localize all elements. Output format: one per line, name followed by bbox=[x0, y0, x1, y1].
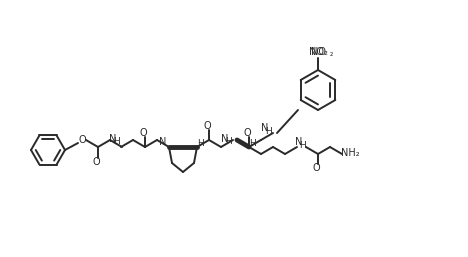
Text: N: N bbox=[110, 134, 117, 144]
Text: N: N bbox=[159, 137, 167, 147]
Text: O: O bbox=[139, 128, 147, 138]
Text: H: H bbox=[266, 126, 272, 135]
Text: N: N bbox=[261, 123, 269, 133]
Text: H: H bbox=[300, 141, 307, 150]
Text: H: H bbox=[114, 137, 120, 146]
Text: ₂: ₂ bbox=[330, 50, 333, 59]
Text: O: O bbox=[243, 128, 251, 138]
Text: O: O bbox=[92, 157, 100, 167]
Text: H: H bbox=[197, 140, 205, 149]
Text: O: O bbox=[78, 135, 86, 145]
Text: N: N bbox=[295, 137, 303, 147]
Text: NH₂: NH₂ bbox=[341, 148, 359, 158]
Text: NO: NO bbox=[310, 47, 326, 57]
Text: O: O bbox=[312, 163, 320, 173]
Text: N: N bbox=[221, 134, 229, 144]
Text: H: H bbox=[249, 140, 256, 149]
Text: H: H bbox=[226, 137, 233, 146]
Text: O: O bbox=[203, 121, 211, 131]
Text: NO₂: NO₂ bbox=[308, 47, 328, 57]
